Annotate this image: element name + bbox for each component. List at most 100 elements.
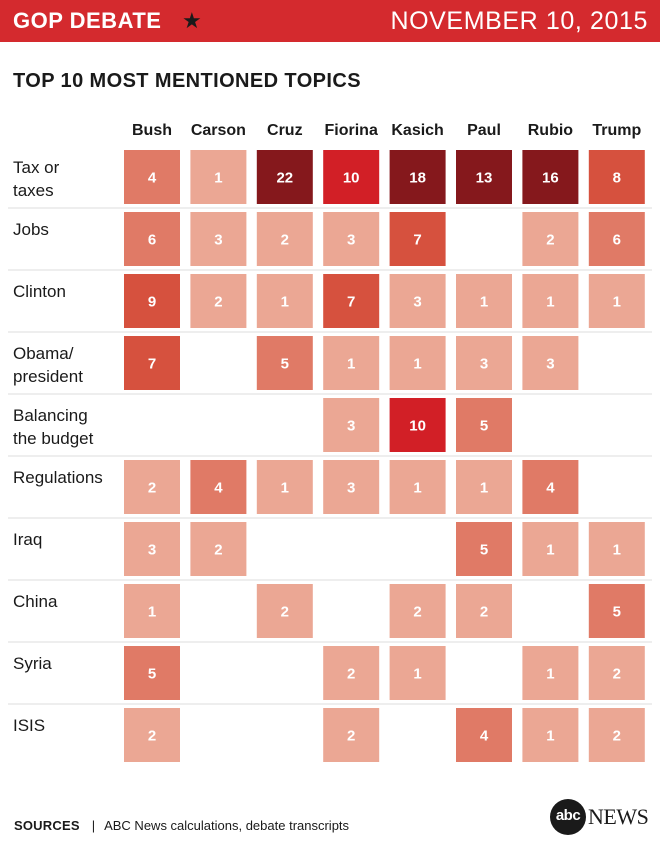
row-label-obama-president: Obama/president: [13, 344, 83, 386]
cell-value-label: 6: [148, 232, 156, 249]
heatmap-cell: [256, 150, 313, 204]
heatmap-cell: [190, 274, 247, 328]
cell-value-label: 1: [546, 666, 554, 683]
cell-value-label: 22: [276, 170, 293, 187]
heatmap-cell: [323, 212, 380, 266]
heatmap-cell: [124, 150, 180, 204]
heatmap-cell: [522, 522, 579, 576]
cell-value-label: 5: [480, 542, 488, 559]
cell-value-label: 1: [281, 294, 289, 311]
row-label-regulations: Regulations: [13, 468, 103, 487]
cell-value-label: 5: [281, 356, 289, 373]
column-header-carson: Carson: [191, 122, 246, 139]
cell-value-label: 18: [409, 170, 426, 187]
cell-value-label: 1: [347, 356, 355, 373]
heatmap-cell: [124, 646, 180, 700]
cell-value-label: 2: [347, 728, 355, 745]
row-label-china: China: [13, 592, 58, 611]
cell-value-label: 1: [480, 480, 488, 497]
heatmap-cell: [124, 460, 180, 514]
column-header-kasich: Kasich: [391, 122, 443, 139]
row-label-balancing-the-budget: Balancing the budget: [13, 406, 94, 448]
row-label-tax-or-taxes: Tax or taxes: [13, 158, 60, 200]
heatmap-cell: [456, 584, 512, 638]
cell-value-label: 5: [613, 604, 621, 621]
heatmap-cell: [190, 460, 247, 514]
sources-text: ABC News calculations, debate transcript…: [104, 818, 350, 833]
cell-value-label: 8: [613, 170, 621, 187]
heatmap-cell: [256, 274, 313, 328]
cell-value-label: 7: [148, 356, 156, 373]
abc-news-logo: abc NEWS: [550, 799, 650, 837]
cell-value-label: 1: [148, 604, 156, 621]
column-header-trump: Trump: [592, 122, 641, 139]
heatmap-cell: [522, 646, 579, 700]
heatmap-cell: [456, 460, 512, 514]
heatmap-cell: [124, 274, 180, 328]
heatmap-cell: [389, 460, 446, 514]
heatmap-cell: [588, 212, 645, 266]
heatmap-cell: [588, 522, 645, 576]
cell-value-label: 1: [413, 356, 421, 373]
heatmap-cell: [522, 460, 579, 514]
cell-value-label: 3: [214, 232, 222, 249]
cell-value-label: 5: [148, 666, 156, 683]
heatmap-cell: [456, 708, 512, 762]
cell-value-label: 1: [546, 542, 554, 559]
heatmap-cell: [456, 150, 512, 204]
heatmap-cell: [323, 150, 380, 204]
cell-value-label: 3: [347, 232, 355, 249]
column-header-bush: Bush: [132, 122, 172, 139]
cell-value-label: 1: [413, 480, 421, 497]
row-label-jobs: Jobs: [13, 220, 49, 239]
heatmap-cell: [456, 398, 512, 452]
cell-value-label: 4: [148, 170, 157, 187]
heatmap-cell: [588, 646, 645, 700]
sources-label: SOURCES: [14, 818, 80, 833]
row-label-iraq: Iraq: [13, 530, 42, 549]
cell-value-label: 2: [148, 728, 156, 745]
heatmap-cell: [522, 212, 579, 266]
cell-value-label: 4: [546, 480, 555, 497]
cell-value-label: 7: [413, 232, 421, 249]
heatmap-cell: [323, 398, 380, 452]
heatmap-cell: [190, 522, 247, 576]
heatmap-cell: [522, 708, 579, 762]
heatmap-cell: [256, 584, 313, 638]
heatmap-chart: Bush Carson Cruz Fiorina Kasich Paul Rubio Trum…: [8, 122, 652, 762]
heatmap-cell: [323, 460, 380, 514]
heatmap-cell: [323, 274, 380, 328]
cell-value-label: 2: [148, 480, 156, 497]
heatmap-cell: [323, 336, 380, 390]
cell-value-label: 3: [148, 542, 156, 559]
cell-value-label: 9: [148, 294, 156, 311]
cell-value-label: 2: [613, 666, 621, 683]
cell-value-label: 1: [546, 728, 554, 745]
heatmap-cell: [323, 708, 380, 762]
heatmap-cell: [456, 522, 512, 576]
heatmap-cell: [124, 708, 180, 762]
column-header-cruz: Cruz: [267, 122, 303, 139]
cell-value-label: 3: [413, 294, 421, 311]
row-label-syria: Syria: [13, 654, 52, 673]
heatmap-cell: [389, 398, 446, 452]
heatmap-cell: [389, 336, 446, 390]
cell-value-label: 10: [343, 170, 360, 187]
heatmap-cell: [522, 336, 579, 390]
cell-value-label: 1: [613, 542, 621, 559]
cell-value-label: 2: [546, 232, 554, 249]
column-header-rubio: Rubio: [528, 122, 574, 139]
column-header-paul: Paul: [467, 122, 501, 139]
cell-value-label: 2: [214, 542, 222, 559]
cell-value-label: 1: [546, 294, 554, 311]
news-wordmark: NEWS: [588, 804, 649, 829]
chart-title: TOP 10 MOST MENTIONED TOPICS: [13, 70, 361, 92]
sources-separator: |: [91, 818, 96, 833]
heatmap-cell: [522, 150, 579, 204]
heatmap-cell: [588, 274, 645, 328]
heatmap-cell: [389, 584, 446, 638]
cell-value-label: 2: [347, 666, 355, 683]
heatmap-cell: [456, 336, 512, 390]
heatmap-cell: [389, 150, 446, 204]
heatmap-cell: [190, 150, 247, 204]
